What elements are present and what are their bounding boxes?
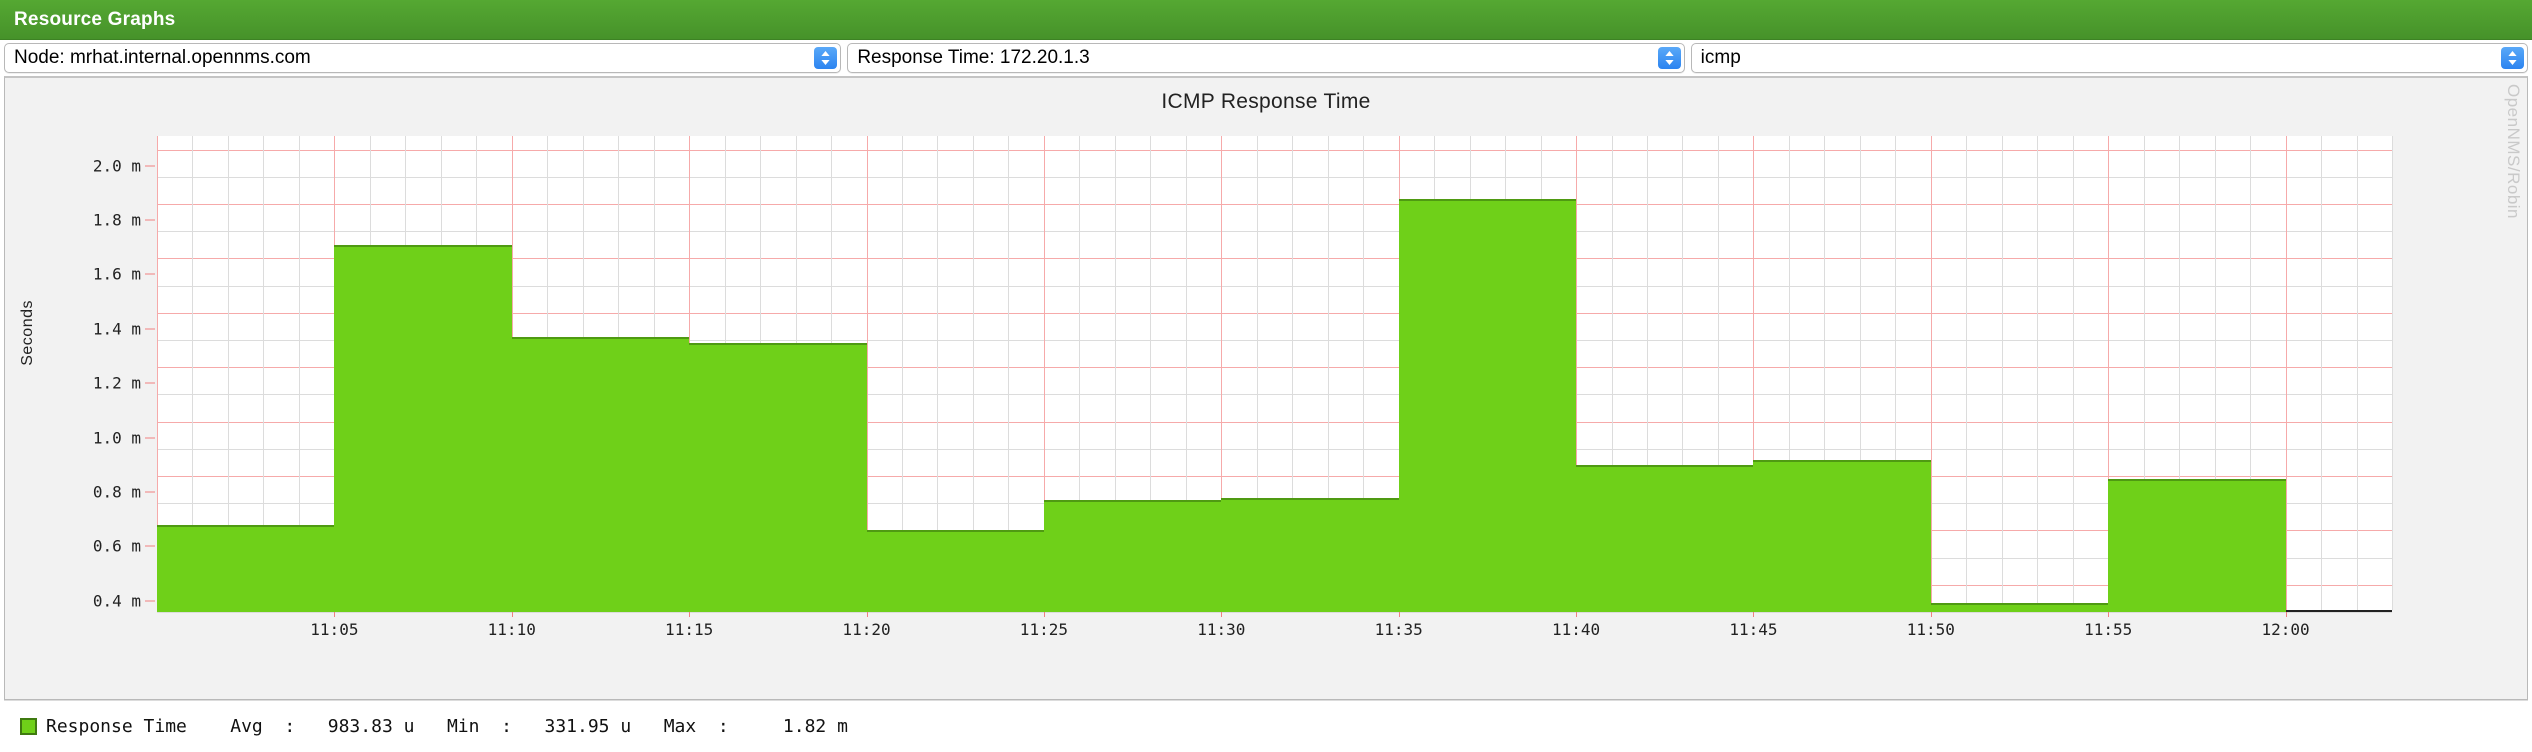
- graph-select[interactable]: icmp: [1690, 43, 2528, 73]
- y-axis-tick-mark: [145, 165, 155, 167]
- bar-series: [157, 136, 2392, 612]
- bar: [689, 342, 867, 612]
- x-axis-tick-mark: [866, 612, 868, 617]
- graph-select-label: icmp: [1700, 47, 1741, 68]
- y-axis-tick-mark: [145, 328, 155, 330]
- plot-area: [157, 136, 2393, 613]
- bar: [511, 337, 690, 612]
- x-axis-tick-label: 11:30: [1197, 620, 1246, 639]
- y-axis-tick-label: 1.4 m: [92, 319, 141, 339]
- y-axis-tick-mark: [145, 491, 155, 493]
- node-select[interactable]: Node: mrhat.internal.opennms.com: [4, 43, 842, 73]
- x-axis-tick-label: 11:40: [1551, 620, 1601, 639]
- legend-color-swatch: [20, 718, 37, 735]
- y-axis-tick-mark: [145, 600, 155, 602]
- y-axis-tick-mark: [145, 437, 155, 439]
- x-axis-tick-mark: [511, 612, 513, 617]
- x-axis-tick-label: 11:45: [1729, 620, 1778, 639]
- x-axis-tick-mark: [689, 612, 691, 617]
- chevron-updown-icon[interactable]: [1657, 47, 1681, 69]
- legend-stats-text: Response Time Avg : 983.83 u Min : 331.9…: [46, 716, 848, 737]
- chevron-updown-icon[interactable]: [814, 47, 838, 69]
- resource-selector-row: Node: mrhat.internal.opennms.com Respons…: [0, 40, 2532, 76]
- y-axis-tick-label: 0.8 m: [92, 482, 141, 502]
- bar: [1043, 500, 1222, 612]
- x-axis-tick-label: 11:20: [842, 620, 891, 639]
- x-axis-tick-label: 11:10: [487, 620, 536, 639]
- graph-panel: OpenNMS/Robin ICMP Response Time Seconds…: [4, 76, 2528, 700]
- bar: [1221, 497, 1399, 612]
- x-axis-tick-label: 12:00: [2261, 620, 2310, 639]
- x-axis-tick-mark: [1753, 612, 1755, 617]
- plot-area-wrapper: Seconds 0.4 m 0.6 m 0.8 m 1.0 m 1.2 m 1.4 m 1.…: [5, 120, 2527, 699]
- chart-title: ICMP Response Time: [1161, 90, 1371, 113]
- watermark: OpenNMS/Robin: [2504, 84, 2523, 220]
- y-axis-tick-label: 1.8 m: [92, 210, 141, 230]
- x-axis-tick-label: 11:25: [1019, 620, 1068, 639]
- resource-select-label: Response Time: 172.20.1.3: [857, 47, 1090, 68]
- bar: [2108, 478, 2286, 612]
- y-axis-tick-label: 1.0 m: [92, 428, 141, 448]
- x-axis-tick-mark: [2285, 612, 2287, 617]
- bar: [1576, 465, 1754, 612]
- y-axis-tick-label: 0.4 m: [92, 591, 141, 611]
- bar: [1753, 459, 1931, 612]
- x-axis-tick-mark: [1930, 612, 1932, 617]
- y-axis-tick-mark: [145, 545, 155, 547]
- chevron-updown-icon[interactable]: [2500, 47, 2524, 69]
- bar: [1398, 198, 1577, 612]
- x-axis-tick-mark: [1398, 612, 1400, 617]
- y-axis-tick-label: 1.6 m: [92, 264, 141, 284]
- bar: [1930, 603, 2109, 612]
- x-axis-tick-mark: [2108, 612, 2110, 617]
- x-axis-tick-mark: [1576, 612, 1578, 617]
- x-axis-tick-label: 11:35: [1374, 620, 1423, 639]
- x-axis-tick-label: 11:55: [2084, 620, 2133, 639]
- x-axis-tick-mark: [334, 612, 336, 617]
- x-axis-tick-label: 11:50: [1906, 620, 1955, 639]
- page-header: Resource Graphs: [0, 0, 2532, 40]
- y-axis-tick-mark: [145, 382, 155, 384]
- chart-legend: Response Time Avg : 983.83 u Min : 331.9…: [4, 700, 2528, 752]
- y-axis-tick-mark: [145, 273, 155, 275]
- y-axis-tick-mark: [145, 219, 155, 221]
- x-axis-tick-label: 11:15: [665, 620, 714, 639]
- node-select-label: Node: mrhat.internal.opennms.com: [14, 47, 311, 68]
- y-axis: 0.4 m 0.6 m 0.8 m 1.0 m 1.2 m 1.4 m 1.6 m 1.8 m…: [5, 136, 157, 612]
- bar: [334, 244, 512, 612]
- x-axis-tick-mark: [1221, 612, 1223, 617]
- x-axis: 11:05 11:10 11:15 11:20 11:25 11:30 11:35 11:40…: [157, 612, 2392, 648]
- x-axis-tick-mark: [1043, 612, 1045, 617]
- bar: [866, 530, 1044, 612]
- y-axis-tick-label: 0.6 m: [92, 536, 141, 556]
- x-axis-tick-label: 11:05: [310, 620, 359, 639]
- bar: [157, 524, 335, 612]
- y-axis-tick-label: 1.2 m: [92, 373, 141, 393]
- page-title: Resource Graphs: [14, 8, 176, 30]
- y-axis-tick-label: 2.0 m: [92, 156, 141, 176]
- resource-select[interactable]: Response Time: 172.20.1.3: [847, 43, 1685, 73]
